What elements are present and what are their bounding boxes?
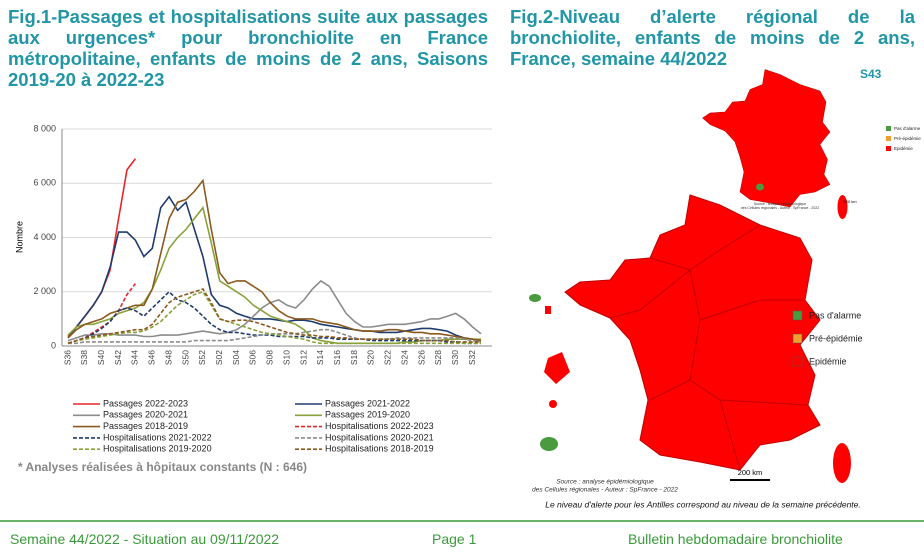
martinique xyxy=(545,306,551,314)
inset-legend-label: Pré-épidémie xyxy=(894,136,921,141)
legend-label: Hospitalisations 2022-2023 xyxy=(325,421,434,431)
footer-center: Page 1 xyxy=(432,531,477,547)
series-line xyxy=(67,195,482,342)
legend-label: Pré-épidémie xyxy=(809,333,863,343)
x-tick-label: S36 xyxy=(62,350,72,365)
x-tick-label: S46 xyxy=(147,350,157,365)
inset-map xyxy=(702,69,848,219)
x-tick-label: S50 xyxy=(180,350,190,365)
region-borders xyxy=(609,224,809,471)
inset-legend-swatch xyxy=(886,126,891,131)
x-tick-label: S22 xyxy=(383,350,393,365)
x-tick-label: S30 xyxy=(450,350,460,365)
legend-label: Hospitalisations 2020-2021 xyxy=(325,432,434,442)
x-tick-label: S10 xyxy=(281,350,291,365)
x-tick-label: S32 xyxy=(467,350,477,365)
france xyxy=(564,194,821,471)
map-source: Source : analyse épidémiologique xyxy=(556,479,654,486)
legend-label: Passages 2019-2020 xyxy=(325,410,410,420)
mayotte xyxy=(549,400,557,408)
main-map xyxy=(529,194,851,483)
island-inset xyxy=(756,183,764,191)
x-tick-label: S40 xyxy=(96,350,106,365)
x-tick-label: S26 xyxy=(416,350,426,365)
legend-label: Hospitalisations 2019-2020 xyxy=(103,444,212,454)
series-line xyxy=(67,279,482,342)
legend-label: Passages 2021-2022 xyxy=(325,398,410,408)
x-tick-label: S24 xyxy=(399,350,409,365)
legend-label: Epidémie xyxy=(809,356,847,366)
y-axis-title: Nombre xyxy=(14,221,24,253)
x-tick-label: S08 xyxy=(265,350,275,365)
x-tick-label: S06 xyxy=(248,350,258,365)
x-tick-label: S02 xyxy=(214,350,224,365)
series-line xyxy=(67,205,481,345)
inset-legend-label: Pas d'alarme xyxy=(894,126,921,131)
france-inset xyxy=(702,69,831,208)
fig1-note: * Analyses réalisées à hôpitaux constant… xyxy=(18,460,307,474)
map-caption: Le niveau d'alerte pour les Antilles cor… xyxy=(545,499,861,509)
x-tick-label: S18 xyxy=(349,350,359,365)
inset-legend-swatch xyxy=(886,136,891,141)
x-tick-label: S48 xyxy=(163,350,173,365)
inset-legend-label: Epidémie xyxy=(894,146,913,151)
legend-label: Passages 2018-2019 xyxy=(103,421,188,431)
guyane xyxy=(544,352,570,384)
x-tick-label: S44 xyxy=(130,350,140,365)
series-line xyxy=(67,288,481,345)
x-tick-label: S12 xyxy=(298,350,308,365)
map-source: des Cellules régionales - Auteur : SpFra… xyxy=(532,487,678,494)
fig1-title: Fig.1-Passages et hospitalisations suite… xyxy=(8,6,488,90)
legend-label: Hospitalisations 2021-2022 xyxy=(103,432,212,442)
x-tick-label: S14 xyxy=(315,350,325,365)
x-tick-label: S42 xyxy=(113,350,123,365)
inset-label: S43 xyxy=(860,67,882,81)
y-tick-label: 8 000 xyxy=(33,123,56,133)
scale-label: 200 km xyxy=(738,468,763,477)
inset-source: des Cellules régionales - Auteur : SpFra… xyxy=(741,206,819,210)
x-tick-label: S52 xyxy=(197,350,207,365)
inset-legend-swatch xyxy=(886,146,891,151)
series-line xyxy=(67,290,481,345)
footer-left: Semaine 44/2022 - Situation au 09/11/202… xyxy=(10,531,280,547)
legend-label: Passages 2022-2023 xyxy=(103,398,188,408)
guadeloupe xyxy=(529,294,541,302)
legend-swatch xyxy=(792,310,803,321)
y-tick-label: 2 000 xyxy=(33,286,56,296)
corsica-inset xyxy=(837,195,848,219)
series-line xyxy=(67,158,137,338)
legend-swatch xyxy=(792,333,803,344)
x-tick-label: S28 xyxy=(433,350,443,365)
corsica xyxy=(833,443,851,483)
legend-label: Hospitalisations 2018-2019 xyxy=(325,444,434,454)
inset-source: Source : analyse épidémiologique xyxy=(754,202,807,206)
fig2-title: Fig.2-Niveau d’alerte régional de la bro… xyxy=(510,6,915,69)
y-tick-label: 6 000 xyxy=(33,178,56,188)
x-tick-label: S16 xyxy=(332,350,342,365)
reunion xyxy=(540,437,558,451)
x-tick-label: S38 xyxy=(79,350,89,365)
y-tick-label: 4 000 xyxy=(33,232,56,242)
x-tick-label: S04 xyxy=(231,350,241,365)
series-line xyxy=(67,283,137,345)
inset-scale-label: 200 km xyxy=(843,199,857,204)
y-tick-label: 0 xyxy=(51,340,56,350)
footer-right: Bulletin hebdomadaire bronchiolite xyxy=(628,531,843,547)
series-line xyxy=(67,290,481,345)
legend-label: Pas d'alarme xyxy=(809,310,861,320)
series-line xyxy=(67,178,482,342)
legend-swatch xyxy=(792,356,803,367)
legend-label: Passages 2020-2021 xyxy=(103,410,188,420)
x-tick-label: S20 xyxy=(366,350,376,365)
